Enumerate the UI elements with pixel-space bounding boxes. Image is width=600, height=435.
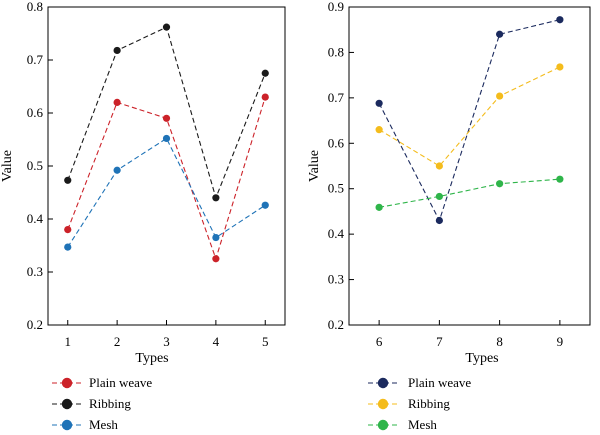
y-tick-label: 0.5 — [27, 158, 43, 173]
x-tick-label: 3 — [163, 334, 170, 349]
data-point — [113, 46, 121, 55]
data-point — [113, 98, 121, 106]
legend-marker — [377, 398, 389, 410]
series-line — [378, 66, 561, 167]
x-tick-label: 5 — [262, 334, 269, 349]
legend-label: Plain weave — [89, 375, 152, 390]
legend-entry: Ribbing — [368, 396, 450, 411]
data-point — [496, 30, 504, 38]
data-point — [113, 166, 121, 174]
data-point — [496, 92, 504, 100]
y-tick-label: 0.2 — [328, 317, 344, 332]
data-point — [64, 243, 72, 251]
legend-label: Plain weave — [408, 375, 471, 390]
data-point — [212, 194, 220, 202]
y-tick-label: 0.7 — [27, 52, 44, 67]
x-tick-label: 4 — [213, 334, 220, 349]
y-tick-label: 0.6 — [27, 105, 44, 120]
x-axis-title: Types — [465, 351, 498, 366]
y-tick-label: 0.2 — [27, 317, 43, 332]
legend-entry: Plain weave — [368, 375, 471, 390]
data-point — [496, 180, 504, 188]
y-tick-label: 0.4 — [27, 211, 44, 226]
data-point — [556, 63, 564, 71]
y-tick-label: 0.6 — [328, 135, 345, 150]
x-tick-label: 2 — [114, 334, 121, 349]
series-plain-weave — [375, 16, 564, 225]
y-axis-title: Value — [307, 150, 322, 182]
y-axis-title: Value — [0, 150, 15, 182]
legend-marker — [61, 419, 73, 431]
data-point — [162, 23, 171, 31]
data-point — [375, 203, 383, 211]
plot-frame — [348, 6, 591, 326]
y-tick-label: 0.4 — [328, 226, 345, 241]
data-point — [212, 255, 220, 263]
data-point — [435, 216, 443, 225]
series-ribbing — [375, 63, 564, 170]
y-tick-label: 0.8 — [27, 0, 43, 14]
data-point — [375, 126, 383, 134]
y-tick-label: 0.5 — [328, 181, 344, 196]
series-ribbing — [64, 23, 269, 202]
series-line — [67, 26, 266, 200]
legend-marker — [61, 377, 73, 389]
series-mesh — [375, 175, 564, 211]
legend-entry: Mesh — [52, 417, 118, 432]
series-plain-weave — [64, 93, 269, 263]
series-mesh — [64, 134, 269, 251]
legend-marker — [61, 398, 73, 410]
legend-label: Mesh — [408, 417, 437, 432]
legend-entry: Mesh — [368, 417, 437, 432]
data-point — [64, 176, 72, 184]
data-point — [162, 114, 171, 122]
legend-entry: Ribbing — [52, 396, 131, 411]
data-point — [556, 175, 564, 183]
data-point — [64, 226, 72, 234]
data-point — [435, 162, 443, 170]
data-point — [261, 69, 269, 77]
x-tick-label: 9 — [557, 334, 564, 349]
x-tick-label: 1 — [65, 334, 72, 349]
chart-1: 0.2 0.3 0.4 0.5 0.6 0.7 0.8 1 2 3 4 5 Types Value Plai… — [0, 0, 286, 432]
y-tick-label: 0.9 — [328, 0, 344, 14]
x-tick-label: 7 — [436, 334, 443, 349]
data-point — [261, 201, 269, 209]
data-point — [435, 192, 443, 201]
x-axis-title: Types — [135, 351, 168, 366]
y-tick-label: 0.8 — [328, 44, 344, 59]
legend-label: Ribbing — [408, 396, 450, 411]
chart-2: 0.2 0.3 0.4 0.5 0.6 0.7 0.8 0.9 6 7 8 9 Types Value Pl… — [307, 0, 591, 432]
legend-label: Mesh — [89, 417, 118, 432]
series-line — [378, 19, 561, 222]
series-line — [379, 178, 560, 208]
data-point — [375, 99, 383, 107]
y-tick-label: 0.3 — [27, 264, 43, 279]
x-tick-label: 8 — [496, 334, 503, 349]
data-point — [162, 134, 171, 143]
x-tick-label: 6 — [376, 334, 383, 349]
plot-frame — [47, 6, 286, 326]
legend-label: Ribbing — [89, 396, 131, 411]
y-tick-label: 0.3 — [328, 272, 344, 287]
y-tick-label: 0.7 — [328, 90, 345, 105]
series-line — [67, 137, 266, 248]
data-point — [556, 16, 564, 24]
legend-marker — [377, 419, 389, 431]
data-point — [212, 233, 220, 242]
legend-marker — [377, 377, 389, 389]
legend-entry: Plain weave — [52, 375, 152, 390]
data-point — [261, 93, 269, 101]
